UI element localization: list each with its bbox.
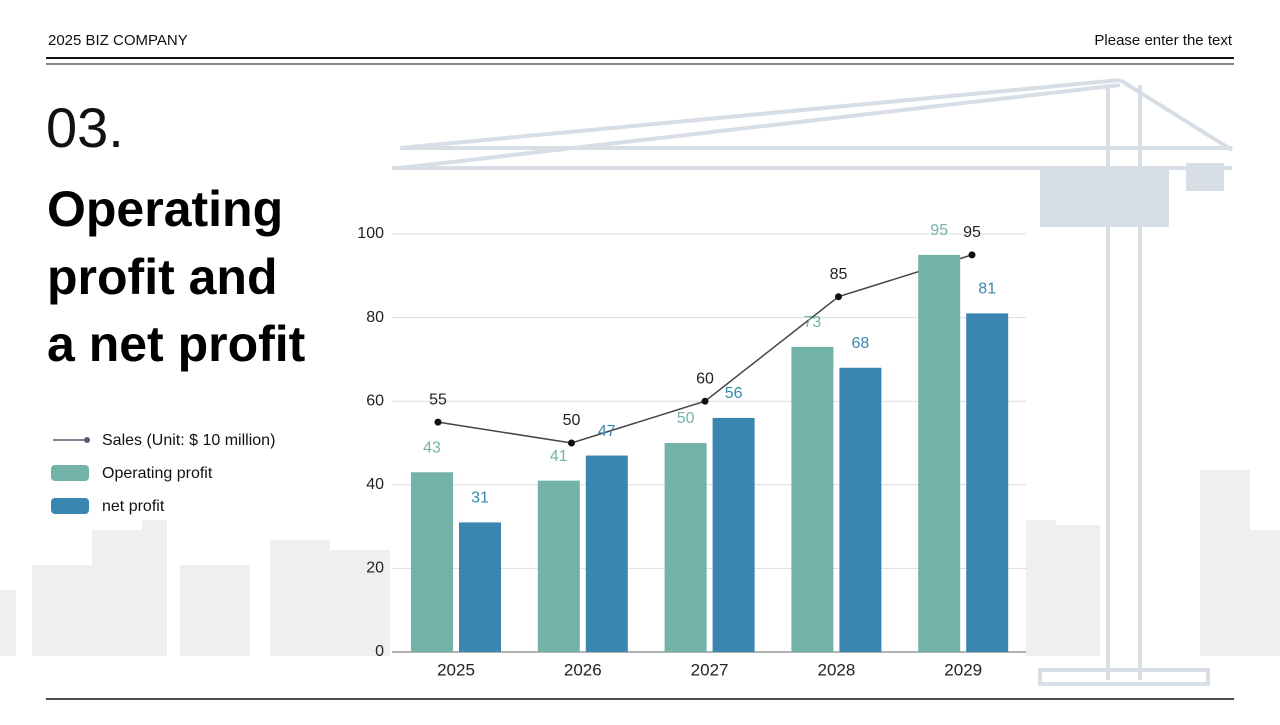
value-label: 50 — [677, 410, 695, 427]
value-label: 95 — [930, 222, 948, 239]
value-label: 95 — [963, 224, 981, 241]
background-decoration — [0, 470, 1280, 656]
section-number: 03. — [46, 96, 124, 159]
value-label: 55 — [429, 391, 447, 408]
value-label: 31 — [471, 490, 489, 507]
value-label: 56 — [725, 385, 743, 402]
value-label: 73 — [804, 314, 822, 331]
line-point — [835, 293, 842, 301]
x-tick-label: 2025 — [437, 660, 475, 679]
legend-label: Operating profit — [102, 465, 213, 482]
value-label: 81 — [978, 281, 996, 298]
value-label: 50 — [563, 412, 581, 429]
legend-swatch — [51, 498, 89, 514]
legend-label: Sales (Unit: $ 10 million) — [102, 432, 275, 449]
bar — [966, 313, 1009, 652]
y-tick-label: 100 — [357, 225, 384, 242]
x-tick-label: 2028 — [817, 660, 855, 679]
bar — [411, 472, 453, 652]
value-label: 47 — [598, 423, 616, 440]
bar — [918, 254, 961, 652]
x-tick-label: 2029 — [944, 660, 982, 679]
value-label: 68 — [852, 335, 870, 352]
y-tick-label: 80 — [366, 309, 384, 326]
bar — [664, 443, 707, 652]
line — [437, 254, 973, 444]
value-label: 41 — [550, 448, 568, 465]
x-tick-label: 2027 — [691, 660, 729, 679]
legend-label: net profit — [102, 498, 165, 515]
bar — [791, 346, 834, 652]
bar — [459, 522, 501, 652]
bar — [537, 480, 580, 652]
y-tick-label: 40 — [366, 476, 384, 493]
line-point — [434, 418, 442, 426]
y-tick-label: 0 — [375, 643, 384, 660]
bar — [585, 455, 628, 652]
crane-decoration — [392, 78, 1234, 686]
bar — [712, 417, 755, 652]
y-tick-label: 20 — [366, 560, 384, 577]
slide-title: a net profit — [47, 316, 306, 372]
slide-title: profit and — [47, 249, 278, 305]
line-point — [701, 397, 709, 405]
x-tick-label: 2026 — [564, 660, 602, 679]
legend-swatch — [51, 465, 89, 481]
line-point — [968, 251, 976, 259]
value-label: 43 — [423, 439, 441, 456]
slide-title: Operating — [47, 181, 283, 237]
header-note: Please enter the text — [1094, 32, 1232, 49]
line-point — [568, 439, 575, 447]
chart: 0 20 40 60 80 100 2025 2026 2027 2028 2029 55 50 60 85… — [51, 222, 1026, 679]
value-label: 85 — [830, 266, 848, 283]
value-label: 60 — [696, 370, 714, 387]
company-name: 2025 BIZ COMPANY — [48, 32, 188, 49]
legend-swatch — [84, 437, 90, 443]
bar — [839, 367, 882, 652]
y-tick-label: 60 — [366, 392, 384, 409]
